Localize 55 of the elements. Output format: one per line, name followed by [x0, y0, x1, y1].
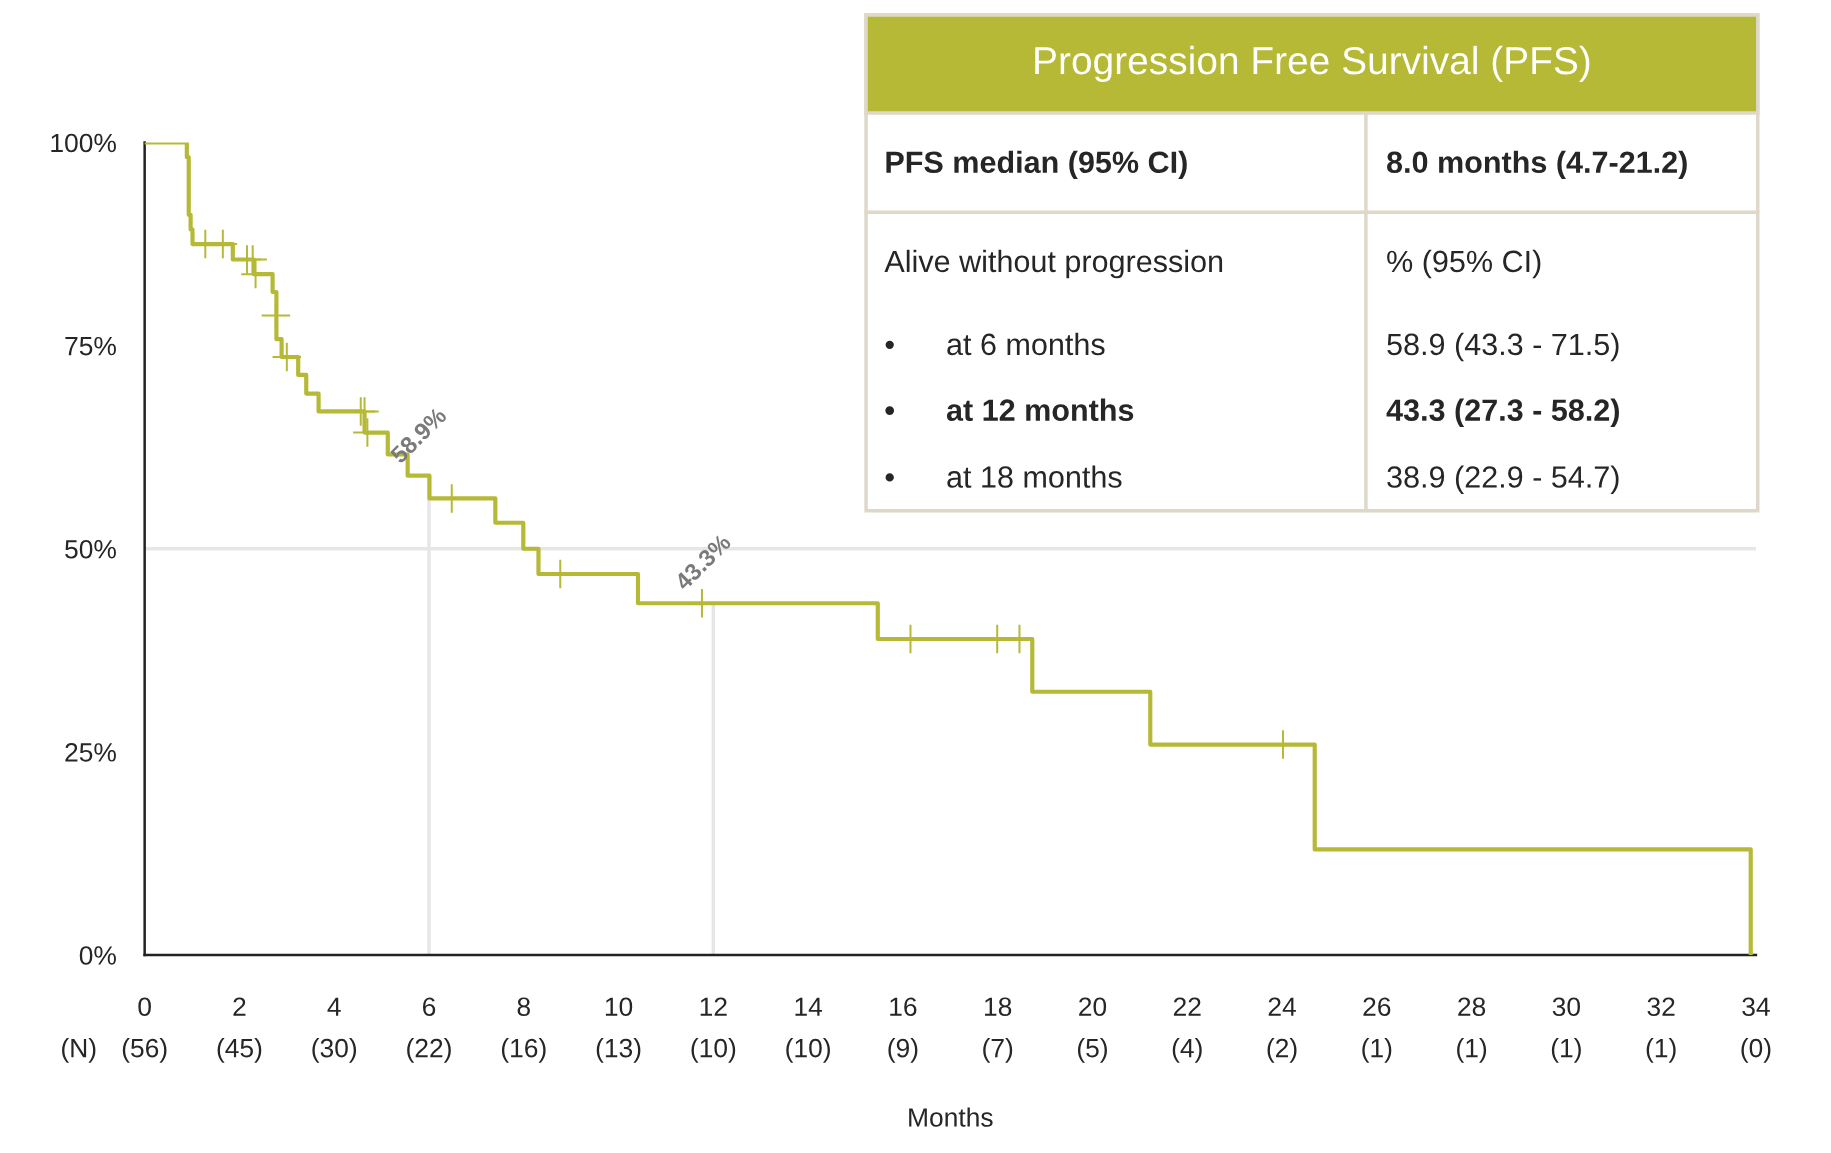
- text: (1): [1646, 1038, 1676, 1063]
- y-tick-label: 75%: [65, 336, 116, 356]
- x-tick-label: 22: [1173, 997, 1201, 1016]
- x-tick-label: 32: [1647, 997, 1675, 1017]
- text: (13): [596, 1038, 641, 1063]
- point: [272, 342, 302, 372]
- annotation: Alive without progression: [884, 249, 1223, 279]
- text: (22): [407, 1038, 451, 1063]
- x-tick-label: 12: [700, 997, 727, 1016]
- x-tick-label: 2: [233, 997, 246, 1016]
- text: (N): [62, 1038, 96, 1063]
- text: (5): [1077, 1038, 1107, 1063]
- text: (1): [1457, 1038, 1487, 1063]
- text: (9): [888, 1038, 918, 1063]
- text: (10): [786, 1038, 830, 1063]
- annotation: 58.9 (43.3 - 71.5): [1387, 332, 1619, 362]
- annotation: • at 6 months: [885, 332, 1105, 356]
- text: (16): [501, 1038, 546, 1063]
- text: (2): [1267, 1038, 1297, 1063]
- text: Progression Free Survival (PFS): [1035, 45, 1590, 83]
- x-tick-label: 26: [1363, 997, 1391, 1017]
- x-tick-label: 18: [985, 997, 1012, 1017]
- text: (45): [217, 1038, 262, 1063]
- x-tick-label: 10: [605, 997, 633, 1017]
- x-tick-label: 24: [1268, 997, 1296, 1016]
- annotation: 38.9 (22.9 - 54.7): [1387, 465, 1619, 494]
- text: (1): [1551, 1038, 1581, 1063]
- text: (56): [122, 1038, 167, 1063]
- x-tick-label: 8: [517, 997, 530, 1017]
- x-tick-label: 34: [1742, 997, 1770, 1017]
- text: (4): [1172, 1038, 1202, 1063]
- x-tick-label: 4: [327, 997, 341, 1016]
- text: (30): [312, 1038, 357, 1063]
- text: (10): [691, 1038, 736, 1063]
- x-axis-title: Months: [909, 1107, 993, 1127]
- text: (0): [1741, 1038, 1771, 1063]
- x-tick-label: 6: [423, 997, 436, 1017]
- x-tick-label: 28: [1458, 997, 1486, 1017]
- annotation: 8.0 months (4.7-21.2): [1387, 150, 1687, 180]
- text: (7): [983, 1038, 1013, 1063]
- x-tick-label: 0: [138, 997, 151, 1017]
- annotation: % (95% CI): [1387, 249, 1541, 279]
- annotation: PFS median (95% CI): [886, 150, 1187, 180]
- annotation: • at 18 months: [885, 465, 1122, 488]
- y-tick-label: 0%: [79, 946, 116, 965]
- x-tick-label: 30: [1552, 997, 1581, 1017]
- x-tick-label: 20: [1079, 997, 1107, 1017]
- annotation: • at 12 months: [885, 398, 1134, 421]
- y-tick-label: 50%: [65, 539, 116, 559]
- y-tick-label: 100%: [51, 133, 116, 153]
- x-tick-label: 16: [890, 997, 917, 1017]
- y-tick-label: 25%: [65, 743, 116, 762]
- annotation: 43.3 (27.3 - 58.2): [1386, 398, 1619, 428]
- text: (1): [1362, 1038, 1392, 1063]
- x-tick-label: 14: [795, 997, 823, 1016]
